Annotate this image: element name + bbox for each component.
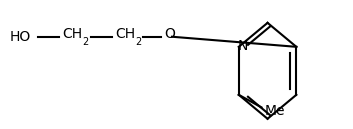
Text: HO: HO bbox=[10, 30, 31, 44]
Text: CH: CH bbox=[115, 27, 135, 41]
Text: 2: 2 bbox=[83, 37, 89, 47]
Text: CH: CH bbox=[63, 27, 83, 41]
Text: Me: Me bbox=[265, 104, 286, 118]
Text: O: O bbox=[164, 27, 175, 41]
Text: N: N bbox=[238, 39, 248, 53]
Text: 2: 2 bbox=[135, 37, 142, 47]
